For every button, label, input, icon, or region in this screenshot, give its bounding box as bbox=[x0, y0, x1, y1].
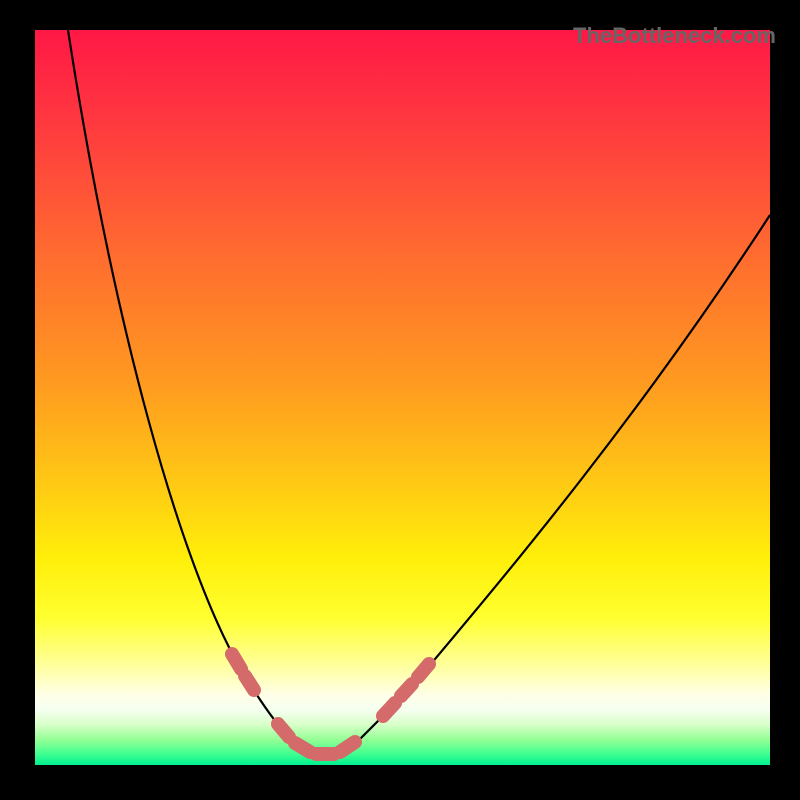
left-branch bbox=[68, 30, 296, 745]
dash-segment bbox=[383, 703, 395, 716]
dash-segment bbox=[245, 676, 254, 690]
chart-svg bbox=[0, 0, 800, 800]
watermark-text: TheBottleneck.com bbox=[573, 23, 776, 49]
dash-group bbox=[232, 654, 429, 754]
curve-group bbox=[68, 30, 770, 756]
dash-segment bbox=[340, 742, 355, 752]
dash-segment bbox=[401, 684, 412, 696]
dash-segment bbox=[295, 743, 310, 752]
right-branch bbox=[354, 215, 770, 745]
dash-segment bbox=[232, 654, 241, 669]
dash-segment bbox=[278, 724, 289, 737]
dash-segment bbox=[418, 664, 429, 677]
